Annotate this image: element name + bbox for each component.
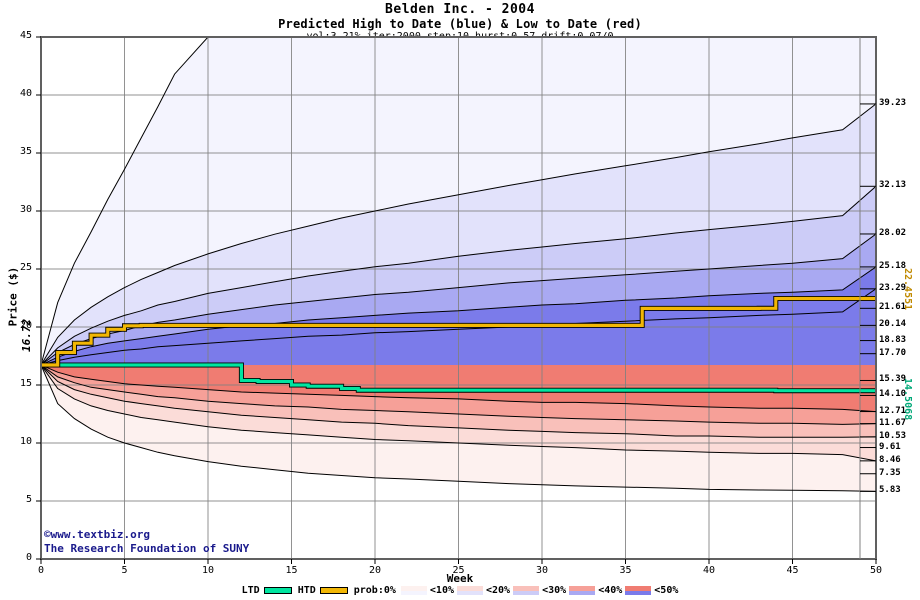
- right-value-label: 28.02: [879, 227, 907, 238]
- right-value-label: 10.53: [879, 430, 907, 441]
- ltd-end-value-label: 14.5068: [902, 378, 913, 421]
- legend-band-swatch-4: [569, 586, 596, 595]
- y-axis-tick-0: 0: [25, 552, 32, 563]
- legend-band-swatch-1: [400, 586, 427, 595]
- y-axis-tick-40: 40: [19, 88, 32, 99]
- x-axis-tick-35: 35: [619, 565, 632, 576]
- right-value-label: 17.70: [879, 347, 907, 358]
- x-axis-tick-50: 50: [869, 565, 883, 576]
- x-axis-tick-40: 40: [702, 565, 716, 576]
- legend-band-label-3: <30%: [542, 585, 567, 596]
- legend-band-swatch-5: [625, 586, 652, 595]
- right-value-label: 14.10: [879, 389, 907, 400]
- x-axis-tick-5: 5: [121, 565, 128, 576]
- right-value-label: 12.71: [879, 405, 907, 416]
- right-value-label: 5.83: [879, 485, 901, 496]
- right-value-label: 11.67: [879, 417, 907, 428]
- right-value-label: 7.35: [879, 467, 901, 478]
- y-axis-tick-25: 25: [19, 262, 32, 273]
- legend-htd-label: HTD: [297, 585, 316, 596]
- watermark-line2: The Research Foundation of SUNY: [44, 542, 250, 555]
- legend-band-label-5: <50%: [654, 585, 679, 596]
- right-value-label: 20.14: [879, 319, 907, 330]
- x-axis-tick-0: 0: [37, 565, 45, 576]
- watermark: ©www.textbiz.org The Research Foundation…: [44, 528, 249, 556]
- right-value-label: 8.46: [879, 454, 901, 465]
- legend-prob-label: prob:0%: [353, 585, 396, 596]
- y-axis-tick-20: 20: [19, 320, 32, 331]
- y-axis-tick-45: 45: [19, 30, 32, 41]
- legend-band-label-2: <20%: [486, 585, 511, 596]
- y-axis-tick-10: 10: [19, 436, 32, 447]
- y-axis-tick-30: 30: [19, 204, 32, 215]
- right-value-label: 23.29: [879, 282, 907, 293]
- x-axis-tick-15: 15: [285, 565, 298, 576]
- right-value-label: 32.13: [879, 180, 907, 191]
- legend-item-prob: prob:0%: [352, 585, 398, 596]
- watermark-line1: ©www.textbiz.org: [44, 528, 150, 541]
- legend-band-label-1: <10%: [429, 585, 454, 596]
- right-value-label: 39.23: [879, 97, 907, 108]
- x-axis-tick-25: 25: [452, 565, 465, 576]
- legend-item-htd: HTD: [296, 585, 350, 596]
- y-axis-tick-35: 35: [19, 146, 32, 157]
- x-axis-tick-45: 45: [786, 565, 799, 576]
- y-axis-tick-5: 5: [25, 494, 32, 505]
- right-value-label: 25.18: [879, 260, 907, 271]
- chart-title: Belden Inc. - 2004: [385, 2, 535, 17]
- right-value-label: 18.83: [879, 334, 907, 345]
- legend-ltd-label: LTD: [241, 585, 260, 596]
- right-value-label: 9.61: [879, 441, 901, 452]
- right-value-label: 15.39: [879, 374, 907, 385]
- legend-band-swatch-3: [513, 586, 540, 595]
- htd-end-value-label: 22.4551: [902, 268, 913, 311]
- legend-band-label-4: <40%: [598, 585, 623, 596]
- chart-legend: LTD HTD prob:0% <10% <20% <30% <40% <50%: [0, 585, 920, 596]
- legend-item-ltd: LTD: [240, 585, 294, 596]
- y-axis-tick-15: 15: [19, 378, 32, 389]
- chart-subtitle: Predicted High to Date (blue) & Low to D…: [278, 17, 642, 31]
- legend-band-swatch-2: [457, 586, 483, 595]
- x-axis-tick-20: 20: [368, 565, 382, 576]
- legend-prob-bands: <10% <20% <30% <40% <50%: [400, 585, 680, 596]
- x-axis-tick-10: 10: [201, 565, 215, 576]
- right-value-label: 21.61: [879, 302, 907, 313]
- legend-htd-swatch: [319, 587, 348, 594]
- x-axis-title: Week: [446, 572, 474, 585]
- legend-ltd-swatch: [263, 587, 292, 594]
- x-axis-tick-30: 30: [535, 565, 549, 576]
